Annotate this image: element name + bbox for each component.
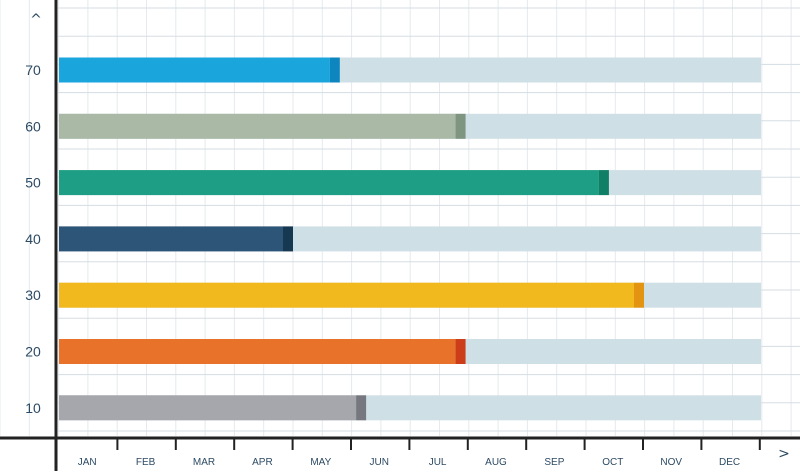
x-axis-ticks	[116, 438, 761, 450]
x-tick-label: JUN	[369, 457, 388, 468]
y-tick-label: 50	[25, 175, 41, 191]
bar-cap	[356, 395, 367, 421]
x-tick-label: JUL	[429, 457, 447, 468]
x-tick-label: MAR	[193, 457, 215, 468]
y-tick-label: 40	[25, 231, 41, 247]
x-tick-label: OCT	[602, 457, 623, 468]
x-tick-label: JAN	[78, 457, 97, 468]
y-tick-label: 10	[25, 400, 41, 416]
bar	[59, 282, 634, 308]
bar-cap	[455, 113, 466, 139]
bar	[59, 113, 456, 139]
x-tick-label: FEB	[136, 457, 156, 468]
x-tick-label: SEP	[544, 457, 564, 468]
x-tick-label: NOV	[660, 457, 682, 468]
bar-cap	[455, 339, 466, 364]
y-tick-label: 60	[25, 118, 41, 134]
y-axis-arrow: ^	[30, 12, 42, 28]
bar-cap	[329, 57, 340, 83]
x-tick-label: APR	[252, 457, 273, 468]
y-axis-labels: 70 60 50 40 30 20 10	[25, 62, 41, 416]
bar	[59, 170, 599, 196]
x-axis-arrow: >	[778, 446, 790, 462]
x-tick-label: MAY	[310, 457, 331, 468]
bar-cap	[283, 226, 293, 252]
bar-cap	[598, 170, 609, 196]
bar	[59, 395, 357, 421]
bar	[59, 339, 456, 364]
bar	[59, 226, 283, 252]
bar-cap	[634, 282, 644, 308]
y-tick-label: 70	[25, 62, 41, 78]
x-tick-label: DEC	[719, 457, 740, 468]
y-tick-label: 20	[25, 344, 41, 360]
bar	[59, 57, 330, 83]
bars	[59, 57, 644, 421]
y-tick-label: 30	[25, 287, 41, 303]
x-axis-labels: JAN FEB MAR APR MAY JUN JUL AUG SEP OCT NOV DEC	[78, 457, 740, 468]
x-tick-label: AUG	[485, 457, 507, 468]
